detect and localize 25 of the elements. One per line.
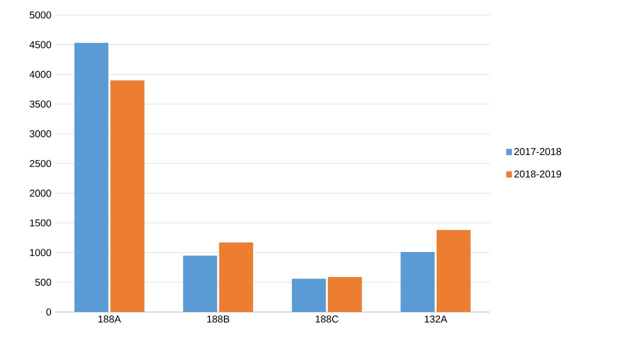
bar xyxy=(183,256,218,312)
legend-label: 2017-2018 xyxy=(514,148,562,156)
y-tick-label: 3500 xyxy=(30,100,52,108)
x-tick-label: 188C xyxy=(316,316,338,323)
y-tick-label: 0 xyxy=(46,308,52,316)
bar xyxy=(436,230,471,312)
y-tick-label: 1000 xyxy=(30,249,52,256)
bar xyxy=(400,252,435,312)
y-tick-label: 4000 xyxy=(30,70,52,78)
y-tick-label: 5000 xyxy=(30,11,52,19)
y-tick-label: 500 xyxy=(35,278,52,286)
x-tick-label: 132A xyxy=(424,316,448,323)
bar xyxy=(110,80,144,312)
y-tick-label: 3000 xyxy=(30,130,52,138)
bar xyxy=(74,42,108,312)
y-tick-label: 4500 xyxy=(30,41,52,48)
x-tick-label: 188B xyxy=(207,316,230,323)
y-tick-label: 1500 xyxy=(30,219,52,226)
bar xyxy=(328,276,362,312)
y-tick-label: 2500 xyxy=(30,160,52,168)
x-tick-label: 188A xyxy=(98,316,121,323)
y-tick-label: 2000 xyxy=(30,190,52,197)
bar xyxy=(292,278,326,312)
bar xyxy=(219,242,254,312)
legend-label: 2018-2019 xyxy=(514,170,562,178)
